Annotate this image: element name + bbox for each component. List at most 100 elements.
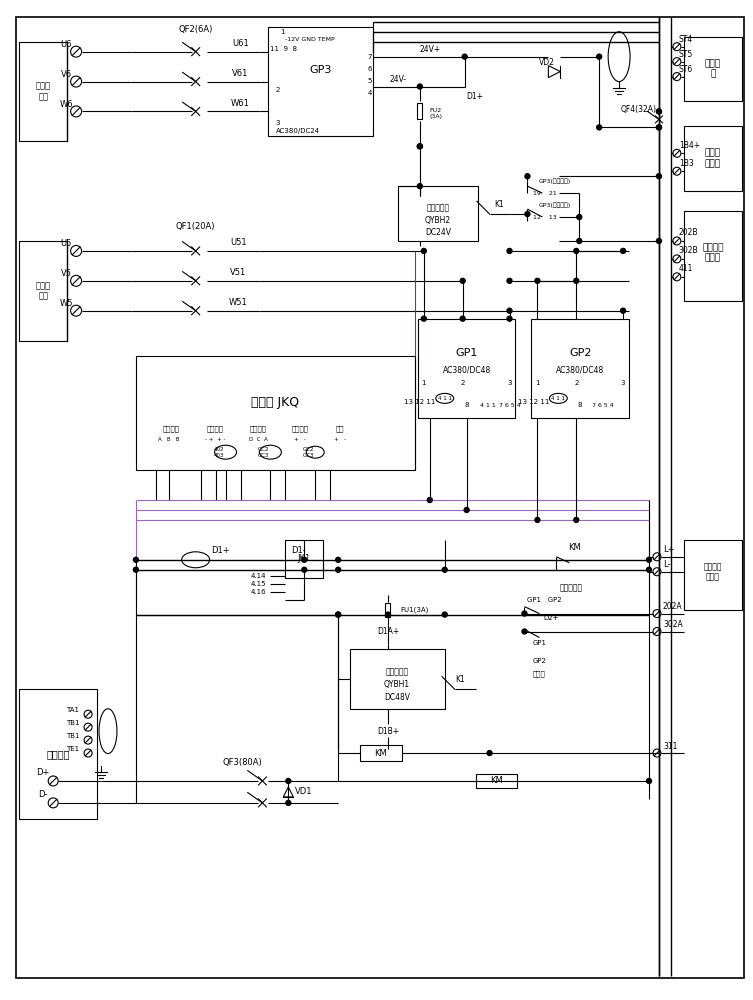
Text: GP3(辅助触点): GP3(辅助触点): [538, 202, 571, 208]
Text: 1B4+: 1B4+: [679, 141, 700, 150]
Circle shape: [417, 144, 422, 149]
Text: +   -: + -: [294, 437, 306, 442]
Text: 7 6 5 4: 7 6 5 4: [593, 403, 614, 408]
Text: V51: V51: [230, 268, 247, 277]
Circle shape: [336, 557, 340, 562]
Circle shape: [417, 184, 422, 189]
Text: QF2(6A): QF2(6A): [178, 25, 213, 34]
Text: 302B: 302B: [679, 246, 699, 255]
Text: 光扳保护器: 光扳保护器: [386, 667, 408, 676]
Text: QF4(32A): QF4(32A): [621, 105, 657, 114]
Text: 3: 3: [620, 380, 625, 386]
Circle shape: [422, 316, 426, 321]
Text: 2: 2: [574, 380, 578, 386]
Text: 4.16: 4.16: [251, 589, 267, 595]
Circle shape: [596, 125, 602, 130]
Circle shape: [535, 278, 540, 283]
Text: 3: 3: [508, 380, 512, 386]
Text: AC380/DC48: AC380/DC48: [443, 366, 491, 375]
Text: KM: KM: [490, 776, 503, 785]
Bar: [684, 540, 742, 610]
Circle shape: [577, 215, 582, 220]
Text: 4: 4: [367, 90, 372, 96]
Bar: [136, 356, 415, 470]
Text: D1+: D1+: [212, 546, 230, 555]
Text: VD1: VD1: [294, 787, 312, 796]
Text: QYBH2: QYBH2: [425, 216, 451, 225]
Text: TB1: TB1: [66, 733, 80, 739]
Bar: [268, 27, 373, 136]
Circle shape: [657, 238, 661, 243]
Text: GP3(辅助触点): GP3(辅助触点): [538, 178, 571, 184]
Text: 光扳保护器: 光扳保护器: [426, 204, 450, 213]
Circle shape: [574, 248, 579, 253]
Circle shape: [417, 84, 422, 89]
Circle shape: [487, 751, 492, 756]
Text: U61: U61: [232, 39, 249, 48]
Bar: [532, 319, 629, 418]
Text: D1-: D1-: [291, 546, 306, 555]
Text: 7: 7: [367, 54, 372, 60]
Text: 模块电压: 模块电压: [291, 425, 309, 432]
Text: FU2
(3A): FU2 (3A): [430, 108, 443, 119]
Bar: [350, 649, 445, 709]
Text: D2+: D2+: [544, 615, 559, 621]
Text: - +  + -: - + + -: [206, 437, 226, 442]
Circle shape: [422, 248, 426, 253]
Text: 3: 3: [276, 120, 280, 126]
Circle shape: [647, 778, 651, 783]
Text: D1+: D1+: [466, 92, 483, 101]
Circle shape: [302, 557, 306, 562]
Circle shape: [133, 567, 139, 572]
Text: QF1(20A): QF1(20A): [176, 222, 215, 231]
Text: 19    21: 19 21: [532, 191, 556, 196]
Text: DC48V: DC48V: [384, 693, 410, 702]
Text: 电源: 电源: [336, 425, 344, 432]
Circle shape: [442, 612, 447, 617]
Text: 24V+: 24V+: [419, 45, 441, 54]
Text: AC380/DC24: AC380/DC24: [276, 128, 320, 134]
Text: 24V-: 24V-: [389, 75, 407, 84]
Text: D1B+: D1B+: [377, 727, 399, 736]
Circle shape: [386, 612, 391, 617]
Circle shape: [574, 517, 579, 522]
Bar: [684, 37, 742, 101]
Circle shape: [460, 278, 465, 283]
Text: K1: K1: [455, 675, 465, 684]
Bar: [20, 42, 67, 141]
Circle shape: [507, 248, 512, 253]
Text: 13 12 11: 13 12 11: [518, 399, 549, 405]
Circle shape: [133, 557, 139, 562]
Text: 13 12 11: 13 12 11: [404, 399, 435, 405]
Text: 7 6 5 4: 7 6 5 4: [498, 403, 520, 408]
Bar: [20, 241, 67, 341]
Text: 8: 8: [578, 402, 583, 408]
Text: -12V GND TEMP: -12V GND TEMP: [285, 37, 335, 42]
Text: V61: V61: [233, 69, 248, 78]
Circle shape: [525, 212, 530, 217]
Text: TA1: TA1: [66, 707, 79, 713]
Circle shape: [657, 109, 661, 114]
Text: 12    13: 12 13: [532, 215, 556, 220]
Text: 5: 5: [367, 78, 372, 84]
Text: 4 1 1: 4 1 1: [437, 396, 452, 401]
Text: L-: L-: [663, 560, 670, 569]
Circle shape: [574, 278, 579, 283]
Bar: [360, 745, 402, 761]
Text: GP2: GP2: [569, 348, 592, 358]
Text: K1: K1: [495, 200, 505, 209]
Text: 遥测复复
控制箱: 遥测复复 控制箱: [703, 562, 722, 581]
Text: GC2
GC3: GC2 GC3: [303, 447, 314, 458]
Text: AC380/DC48: AC380/DC48: [556, 366, 605, 375]
Text: QYBH1: QYBH1: [384, 680, 410, 689]
Text: 2: 2: [276, 87, 280, 93]
Circle shape: [507, 316, 512, 321]
Text: 202A: 202A: [663, 602, 682, 611]
Text: 电源转
换器: 电源转 换器: [35, 281, 50, 300]
Text: KM: KM: [374, 749, 387, 758]
Text: 4 1 1: 4 1 1: [480, 403, 495, 408]
Text: QF3(80A): QF3(80A): [223, 758, 262, 767]
Text: 工作干量点: 工作干量点: [559, 583, 583, 592]
Circle shape: [336, 612, 340, 617]
Text: 电源转
换器: 电源转 换器: [35, 82, 50, 101]
